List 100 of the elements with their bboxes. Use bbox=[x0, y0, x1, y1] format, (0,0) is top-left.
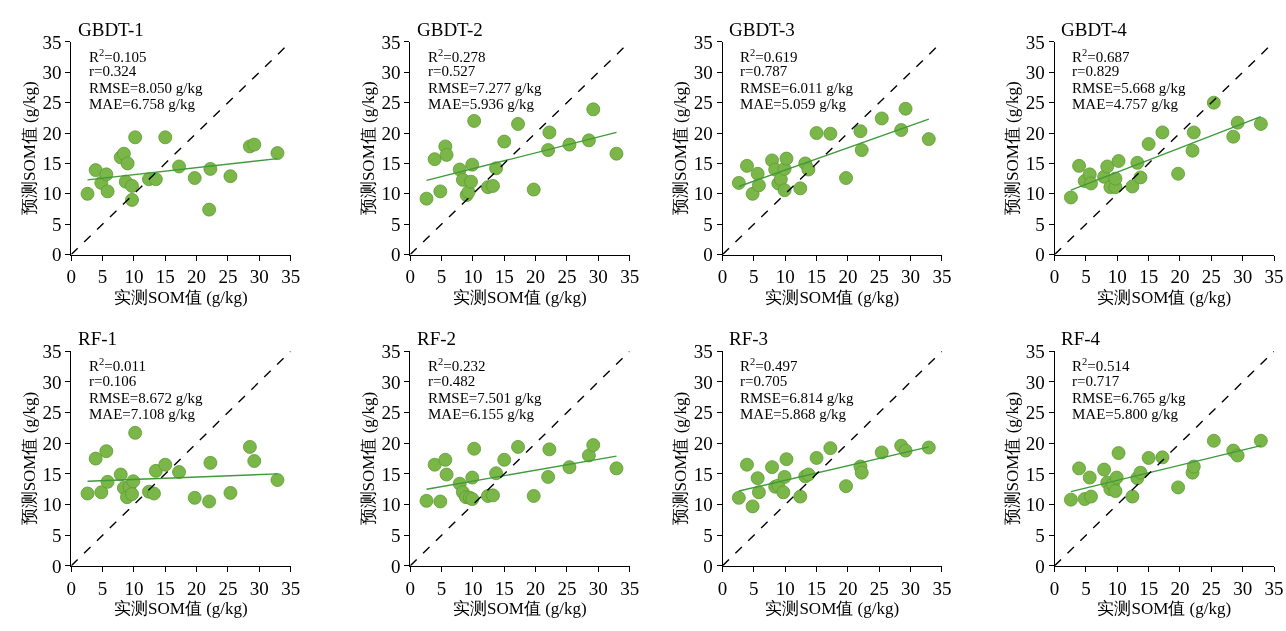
y-tick-label: 15 bbox=[42, 463, 62, 485]
annotation: RMSE=8.672 g/kg bbox=[89, 390, 203, 406]
chart-title: RF-4 bbox=[1061, 328, 1101, 349]
y-tick-label: 5 bbox=[51, 213, 62, 235]
x-tick-label: 0 bbox=[66, 266, 76, 288]
x-tick-label: 10 bbox=[124, 577, 144, 599]
x-tick-label: 25 bbox=[218, 266, 238, 288]
y-tick-label: 0 bbox=[1035, 555, 1045, 577]
y-tick-label: 25 bbox=[1025, 402, 1045, 424]
y-tick-label: 5 bbox=[1035, 213, 1045, 235]
annotation: r=0.829 bbox=[1072, 63, 1120, 79]
y-tick-label: 25 bbox=[693, 92, 713, 114]
annotation: RMSE=8.050 g/kg bbox=[89, 80, 203, 96]
x-tick-label: 10 bbox=[1107, 266, 1127, 288]
x-tick-label: 20 bbox=[838, 577, 858, 599]
x-tick-label: 5 bbox=[436, 266, 447, 288]
y-tick-label: 5 bbox=[703, 524, 713, 546]
x-tick-label: 25 bbox=[218, 577, 238, 599]
x-tick-label: 5 bbox=[436, 577, 447, 599]
annotation: R$^{2}$=0.497 bbox=[740, 356, 798, 375]
x-tick-label: 20 bbox=[187, 266, 207, 288]
y-tick-label: 30 bbox=[1025, 371, 1045, 393]
annotation: r=0.717 bbox=[1072, 373, 1120, 389]
y-tick-label: 15 bbox=[693, 153, 713, 175]
annotation: r=0.787 bbox=[740, 63, 788, 79]
x-tick-label: 0 bbox=[717, 266, 728, 288]
y-tick-label: 20 bbox=[381, 122, 401, 144]
y-axis-title: 预测SOM值 (g/kg) bbox=[671, 391, 691, 526]
y-tick-label: 0 bbox=[51, 244, 62, 266]
x-tick-label: 10 bbox=[775, 577, 795, 599]
y-tick-label: 35 bbox=[42, 340, 62, 362]
chart-title: GBDT-2 bbox=[417, 19, 483, 40]
x-tick-label: 30 bbox=[249, 577, 269, 599]
y-tick-label: 25 bbox=[381, 402, 401, 424]
annotation: MAE=6.155 g/kg bbox=[428, 406, 535, 422]
y-tick-label: 35 bbox=[1025, 31, 1045, 53]
y-axis-title: 预测SOM值 (g/kg) bbox=[19, 81, 39, 216]
y-tick-label: 25 bbox=[693, 402, 713, 424]
x-tick-label: 15 bbox=[155, 266, 175, 288]
y-tick-label: 35 bbox=[381, 31, 401, 53]
x-tick-label: 25 bbox=[869, 577, 889, 599]
annotation: MAE=7.108 g/kg bbox=[89, 406, 196, 422]
x-tick-label: 10 bbox=[463, 577, 483, 599]
y-axis-title: 预测SOM值 (g/kg) bbox=[358, 81, 378, 216]
y-tick-label: 15 bbox=[381, 153, 401, 175]
y-tick-label: 20 bbox=[42, 122, 62, 144]
y-tick-label: 35 bbox=[1025, 340, 1045, 362]
y-tick-label: 0 bbox=[703, 555, 713, 577]
annotation: R$^{2}$=0.687 bbox=[1072, 47, 1130, 66]
x-tick-label: 5 bbox=[97, 577, 108, 599]
x-tick-label: 35 bbox=[281, 577, 301, 599]
annotation: r=0.106 bbox=[89, 373, 137, 389]
x-tick-label: 10 bbox=[463, 266, 483, 288]
annotation: RMSE=6.765 g/kg bbox=[1072, 390, 1186, 406]
y-tick-label: 20 bbox=[1025, 432, 1045, 454]
y-tick-label: 20 bbox=[693, 122, 713, 144]
x-tick-label: 25 bbox=[1201, 577, 1221, 599]
annotation: RMSE=7.501 g/kg bbox=[428, 390, 542, 406]
y-tick-label: 10 bbox=[381, 183, 401, 205]
x-tick-label: 35 bbox=[932, 577, 952, 599]
y-axis-title: 预测SOM值 (g/kg) bbox=[1003, 81, 1023, 216]
annotation: r=0.324 bbox=[89, 63, 137, 79]
chart-title: GBDT-4 bbox=[1061, 19, 1128, 40]
y-tick-label: 25 bbox=[42, 402, 62, 424]
x-tick-label: 30 bbox=[1233, 266, 1253, 288]
y-tick-label: 10 bbox=[693, 494, 713, 516]
x-tick-label: 20 bbox=[187, 577, 207, 599]
y-tick-label: 10 bbox=[381, 494, 401, 516]
x-tick-label: 25 bbox=[557, 577, 577, 599]
x-tick-label: 0 bbox=[66, 577, 76, 599]
y-tick-label: 25 bbox=[42, 92, 62, 114]
chart-title: GBDT-1 bbox=[78, 19, 144, 40]
x-axis-title: 实测SOM值 (g/kg) bbox=[1097, 599, 1232, 619]
y-tick-label: 15 bbox=[1025, 463, 1045, 485]
annotation: MAE=6.758 g/kg bbox=[89, 96, 196, 112]
x-tick-label: 15 bbox=[1139, 266, 1159, 288]
x-tick-label: 30 bbox=[249, 266, 269, 288]
annotation: MAE=5.936 g/kg bbox=[428, 96, 535, 112]
y-tick-label: 0 bbox=[390, 555, 401, 577]
y-tick-label: 20 bbox=[381, 432, 401, 454]
y-axis-title: 预测SOM值 (g/kg) bbox=[358, 391, 378, 526]
annotation: RMSE=7.277 g/kg bbox=[428, 80, 542, 96]
x-axis-title: 实测SOM值 (g/kg) bbox=[453, 599, 587, 619]
y-tick-label: 0 bbox=[51, 555, 62, 577]
x-axis-title: 实测SOM值 (g/kg) bbox=[114, 287, 248, 307]
y-tick-label: 20 bbox=[693, 432, 713, 454]
y-tick-label: 15 bbox=[693, 463, 713, 485]
annotation: MAE=5.059 g/kg bbox=[740, 96, 847, 112]
annotation: r=0.482 bbox=[428, 373, 476, 389]
annotation: R$^{2}$=0.514 bbox=[1072, 356, 1130, 375]
y-tick-label: 35 bbox=[381, 340, 401, 362]
x-tick-label: 35 bbox=[620, 577, 640, 599]
x-tick-label: 20 bbox=[1170, 577, 1190, 599]
x-tick-label: 15 bbox=[494, 577, 514, 599]
x-tick-label: 0 bbox=[1049, 577, 1060, 599]
x-tick-label: 35 bbox=[1264, 577, 1284, 599]
y-tick-label: 5 bbox=[390, 524, 401, 546]
x-tick-label: 20 bbox=[838, 266, 858, 288]
y-tick-label: 5 bbox=[1035, 524, 1045, 546]
x-tick-label: 10 bbox=[1107, 577, 1127, 599]
